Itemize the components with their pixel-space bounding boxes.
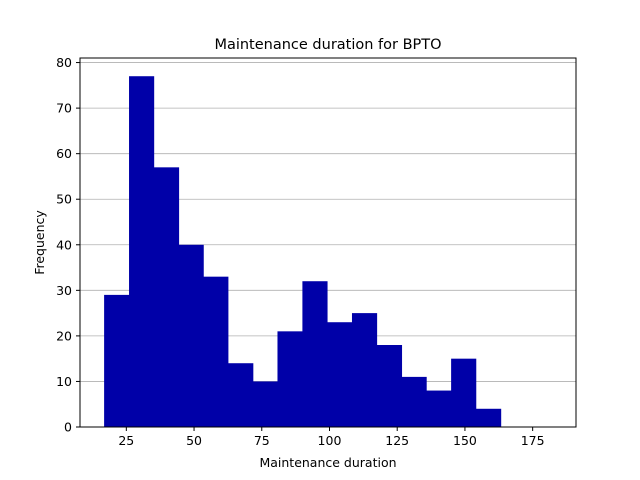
- histogram-bar: [451, 358, 477, 427]
- histogram-bar: [129, 76, 155, 427]
- histogram-bar: [277, 331, 303, 427]
- histogram-bar: [203, 276, 229, 427]
- y-tick-label: 60: [56, 146, 72, 161]
- histogram-bar: [178, 244, 204, 427]
- y-tick-label: 0: [64, 420, 72, 435]
- y-tick-label: 50: [56, 192, 72, 207]
- y-tick-label: 70: [56, 101, 72, 116]
- histogram-bar: [327, 322, 353, 427]
- histogram-bar: [104, 294, 130, 427]
- y-axis-label: Frequency: [32, 210, 47, 275]
- y-tick-label: 80: [56, 55, 72, 70]
- y-tick-label: 10: [56, 374, 72, 389]
- x-tick-label: 25: [118, 433, 134, 448]
- x-tick-label: 175: [521, 433, 545, 448]
- histogram-bar: [153, 167, 180, 428]
- x-tick-label: 125: [385, 433, 409, 448]
- histogram-bar: [302, 281, 328, 427]
- y-axis-ticks: 0 10 20 30 40 50 60 70 80: [56, 55, 80, 435]
- x-tick-label: 100: [318, 433, 342, 448]
- y-tick-label: 20: [56, 328, 72, 343]
- bars: [104, 76, 502, 428]
- histogram-bar: [227, 363, 254, 427]
- histogram-bar: [351, 313, 378, 427]
- histogram-bar: [401, 376, 427, 427]
- x-axis-ticks: 25 50 75 100 125 150 175: [118, 427, 545, 448]
- y-tick-label: 30: [56, 283, 72, 298]
- x-axis-label: Maintenance duration: [259, 455, 396, 470]
- histogram-bar: [376, 345, 403, 427]
- y-tick-label: 40: [56, 237, 72, 252]
- x-tick-label: 150: [453, 433, 477, 448]
- plot-frame: [79, 57, 577, 428]
- histogram-bar: [252, 381, 278, 427]
- histogram-bar: [475, 408, 502, 427]
- x-tick-label: 75: [254, 433, 270, 448]
- chart-title: Maintenance duration for BPTO: [214, 37, 441, 53]
- x-tick-label: 50: [186, 433, 202, 448]
- histogram-bar: [426, 390, 452, 427]
